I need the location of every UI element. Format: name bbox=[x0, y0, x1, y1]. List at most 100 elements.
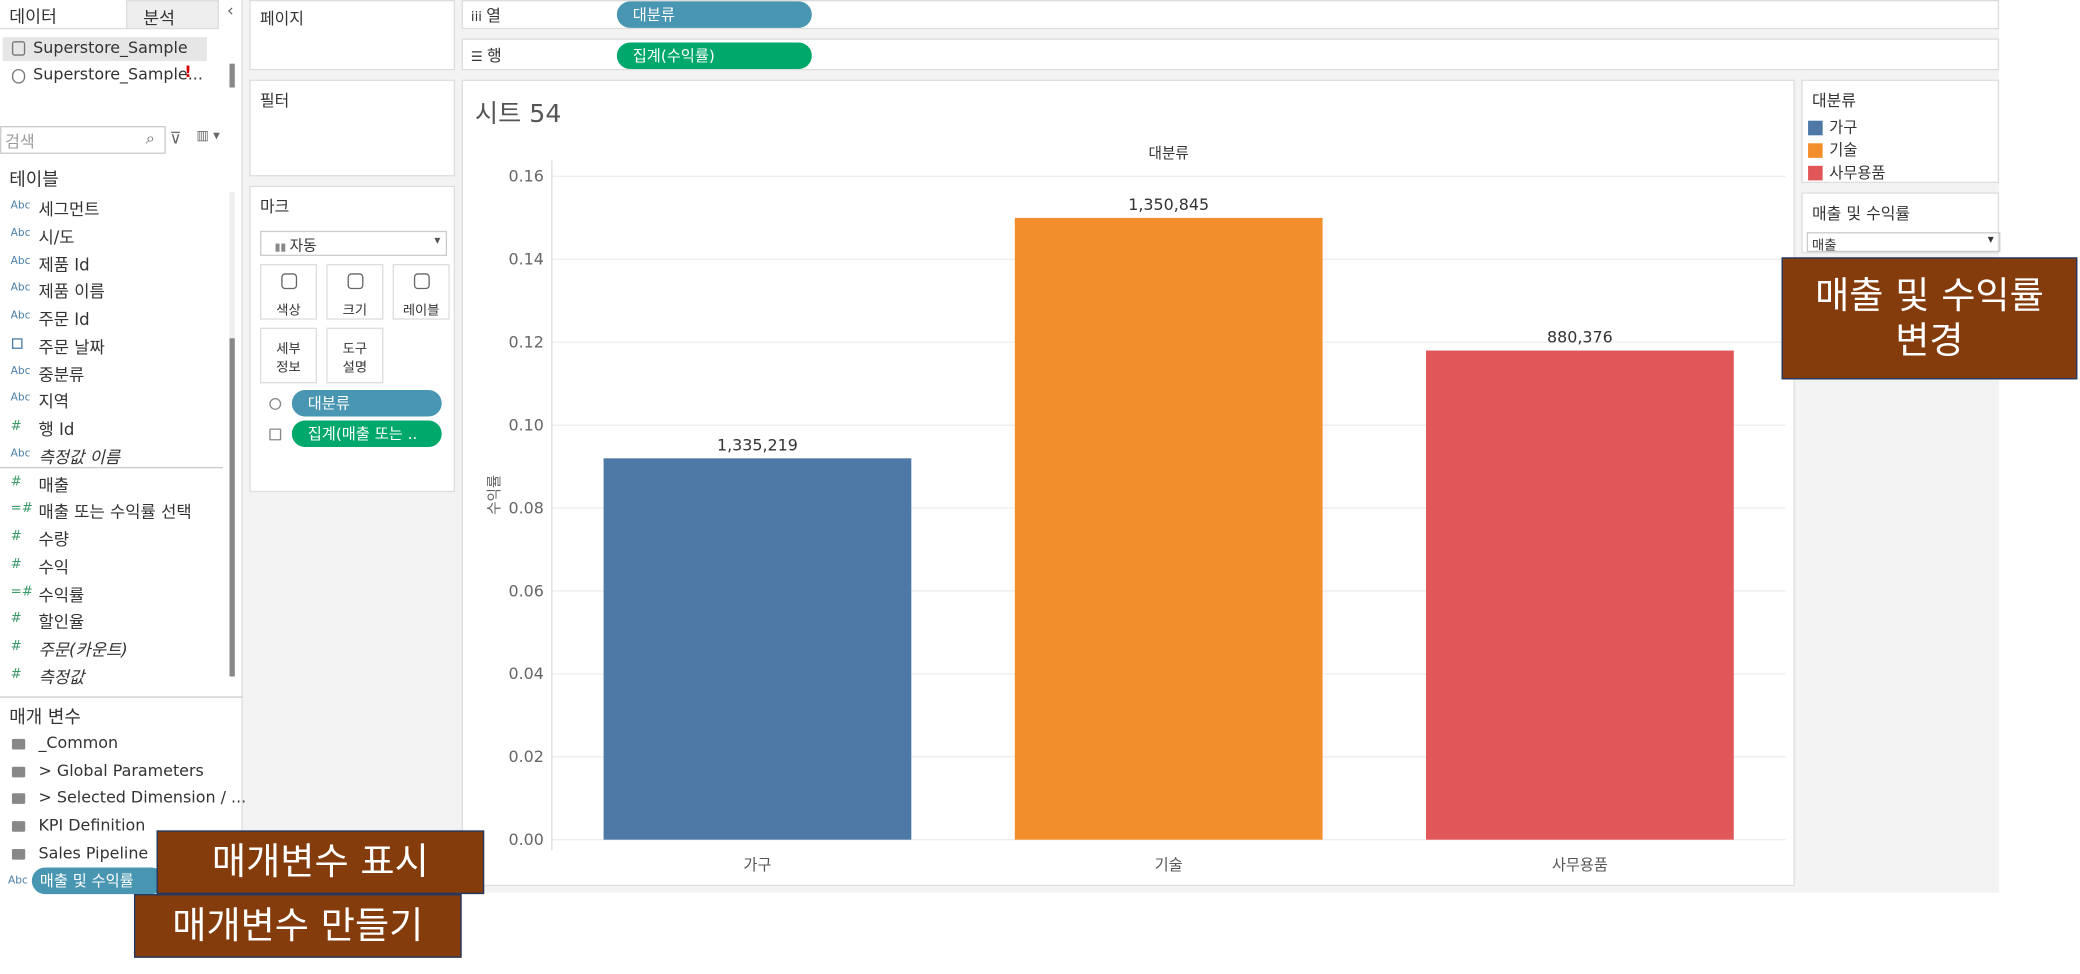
field[interactable]: 시/도 bbox=[38, 226, 75, 247]
y-tick-label: 0.06 bbox=[508, 581, 543, 600]
parameter-pill[interactable]: 매출 및 수익률 bbox=[31, 867, 165, 895]
field-icon: Abc bbox=[10, 254, 31, 266]
field-icon: Abc bbox=[10, 198, 31, 211]
param-folder[interactable]: Sales Pipeline bbox=[38, 843, 149, 862]
bar bbox=[1426, 350, 1734, 840]
bar-label: 1,350,845 bbox=[1128, 195, 1209, 214]
pages-card: 페이지 bbox=[249, 0, 455, 71]
separator bbox=[0, 466, 223, 469]
dimension-pill[interactable]: 대분류 bbox=[616, 1, 812, 28]
filter-icon[interactable]: ⊽ bbox=[169, 128, 182, 148]
dimension-pill[interactable]: 대분류 bbox=[291, 389, 442, 417]
field[interactable]: 측정값 bbox=[38, 666, 85, 687]
search-icon: ⌕ bbox=[145, 128, 155, 148]
tab[interactable]: 데이터 bbox=[0, 0, 127, 30]
separator bbox=[0, 696, 243, 698]
view-icon[interactable]: ▥ ▾ bbox=[196, 128, 220, 144]
field-icon: =# bbox=[10, 501, 33, 517]
source-icon bbox=[11, 41, 26, 56]
y-tick-label: 0.08 bbox=[508, 498, 543, 517]
shelf-label: ☰ 행 bbox=[470, 46, 502, 65]
field[interactable]: 매출 또는 수익률 선택 bbox=[38, 501, 192, 522]
sheet: 시트 54 0.00 0.02 0.04 0.06 0.08 0.10 0.12 0.14 0.… bbox=[461, 79, 1795, 887]
collapse-button[interactable]: ‹ bbox=[226, 1, 234, 22]
card-title: 페이지 bbox=[259, 9, 304, 28]
field-icon: Abc bbox=[10, 391, 31, 404]
warning-icon: ! bbox=[184, 62, 192, 81]
mark-button[interactable]: 세부 정보 bbox=[259, 327, 318, 384]
data-source[interactable]: Superstore_Sample bbox=[33, 38, 188, 58]
field[interactable]: 주문 날짜 bbox=[38, 336, 105, 357]
mark-button[interactable]: 색상 bbox=[259, 263, 318, 320]
field-icon: Abc bbox=[10, 446, 31, 459]
mark-type-dropdown[interactable]: ▮▮ 자동 ▾ bbox=[259, 230, 448, 257]
y-tick-label: 0.00 bbox=[508, 830, 543, 849]
field[interactable]: 제품 이름 bbox=[38, 281, 105, 302]
y-tick-label: 0.10 bbox=[508, 415, 543, 434]
search-placeholder: 검색 bbox=[5, 132, 35, 152]
field[interactable]: 할인율 bbox=[38, 611, 85, 632]
legend-swatch bbox=[1808, 120, 1823, 136]
field[interactable]: 행 Id bbox=[38, 419, 75, 440]
field-icon: # bbox=[10, 611, 22, 627]
mark-type: 자동 bbox=[289, 237, 317, 255]
legend-swatch bbox=[1808, 165, 1823, 181]
field[interactable]: 중분류 bbox=[38, 364, 85, 385]
y-tick-label: 0.12 bbox=[508, 333, 543, 352]
mark-button[interactable]: 크기 bbox=[326, 263, 384, 320]
field[interactable]: 측정값 이름 bbox=[38, 446, 121, 467]
callout: 매출 및 수익률 변경 bbox=[1781, 257, 2078, 380]
scrollbar bbox=[229, 63, 235, 88]
button-label: 도구 bbox=[342, 342, 368, 357]
legend-label[interactable]: 사무용품 bbox=[1829, 163, 1886, 182]
card-title: 필터 bbox=[259, 91, 290, 111]
field-icon: # bbox=[10, 474, 22, 489]
card-title: 마크 bbox=[259, 197, 290, 217]
param-folder[interactable]: KPI Definition bbox=[38, 815, 146, 835]
folder-icon bbox=[11, 738, 26, 750]
mark-button[interactable]: 도구 설명 bbox=[326, 327, 384, 384]
y-tick-label: 0.04 bbox=[508, 664, 543, 683]
source-icon bbox=[11, 68, 26, 84]
search-box[interactable] bbox=[0, 126, 166, 154]
param-folder[interactable]: > Selected Dimension / ... bbox=[38, 788, 247, 808]
param-folder[interactable]: > Global Parameters bbox=[38, 761, 204, 780]
field[interactable]: 세그먼트 bbox=[38, 198, 100, 219]
columns-shelf: iii 열 대분류 bbox=[461, 0, 2000, 30]
field[interactable]: 수익률 bbox=[38, 584, 85, 605]
measure-pill[interactable]: 집계(매출 또는 .. bbox=[291, 420, 442, 448]
bar-label: 880,376 bbox=[1547, 328, 1613, 347]
param-folder[interactable]: _Common bbox=[38, 733, 119, 753]
legend-label[interactable]: 기술 bbox=[1829, 140, 1858, 160]
rows-shelf: ☰ 행 집계(수익률) bbox=[461, 38, 2000, 71]
date-icon bbox=[11, 337, 23, 349]
field[interactable]: 주문 Id bbox=[38, 309, 90, 329]
section-header: 테이블 bbox=[9, 169, 59, 192]
folder-icon bbox=[11, 821, 26, 832]
field[interactable]: 지역 bbox=[38, 391, 70, 412]
data-source[interactable]: Superstore_Sample... bbox=[33, 64, 203, 84]
y-tick-label: 0.14 bbox=[508, 250, 543, 269]
bar-label: 1,335,219 bbox=[717, 435, 798, 454]
field[interactable]: 주문(카운트) bbox=[38, 639, 128, 660]
field-icon: # bbox=[10, 556, 22, 572]
field[interactable]: 수익 bbox=[38, 556, 70, 577]
field[interactable]: 제품 Id bbox=[38, 254, 90, 274]
measure-pill[interactable]: 집계(수익률) bbox=[616, 42, 812, 69]
parameter-dropdown[interactable]: 매출 ▾ bbox=[1806, 232, 2001, 253]
dropdown-arrow: ▾ bbox=[434, 234, 441, 249]
field-icon: Abc bbox=[10, 281, 31, 294]
legend-label[interactable]: 가구 bbox=[1829, 118, 1858, 137]
filters-card: 필터 bbox=[249, 79, 455, 177]
field[interactable]: 수량 bbox=[38, 529, 70, 550]
mark-button[interactable]: 레이블 bbox=[392, 263, 450, 320]
y-tick-label: 0.16 bbox=[508, 167, 543, 186]
button-icon bbox=[281, 273, 298, 290]
legend-title: 대분류 bbox=[1812, 91, 1856, 111]
tab[interactable]: 분석 bbox=[126, 0, 219, 30]
folder-icon bbox=[11, 848, 26, 860]
field[interactable]: 매출 bbox=[38, 474, 70, 495]
